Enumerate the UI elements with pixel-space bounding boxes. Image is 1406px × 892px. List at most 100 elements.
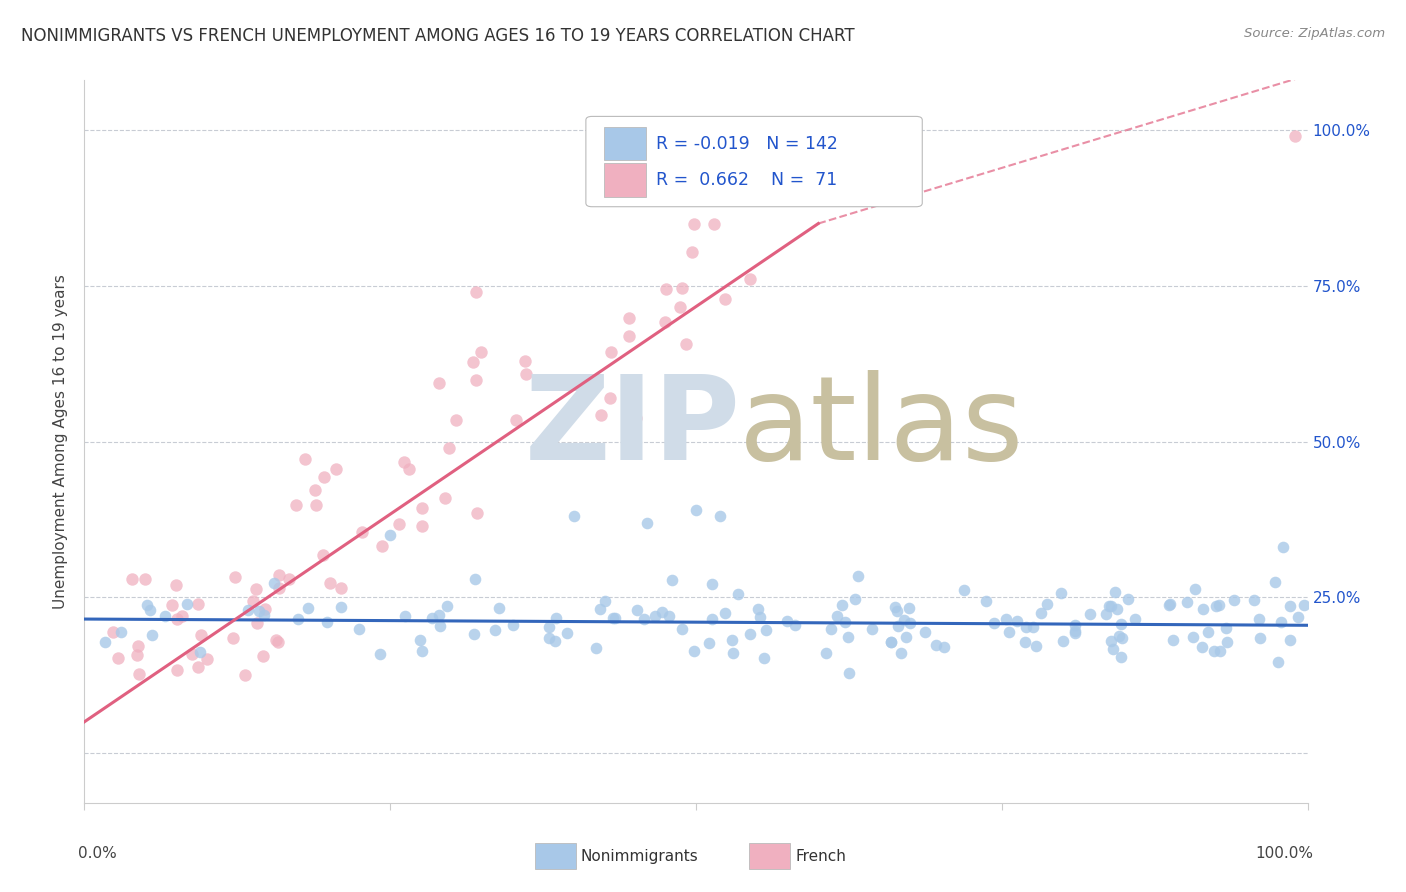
- Point: [617, 310, 640, 325]
- Point: [304, 483, 326, 497]
- Point: [245, 582, 267, 597]
- Point: [886, 604, 908, 618]
- Point: [880, 634, 903, 648]
- Point: [658, 609, 681, 624]
- Point: [1014, 635, 1036, 649]
- Point: [983, 615, 1005, 630]
- Point: [444, 413, 467, 427]
- Point: [188, 645, 211, 659]
- Point: [860, 622, 883, 636]
- Point: [181, 647, 204, 661]
- Point: [394, 609, 416, 624]
- Point: [253, 608, 276, 623]
- Point: [748, 609, 770, 624]
- Text: R =  0.662    N =  71: R = 0.662 N = 71: [655, 171, 837, 189]
- Point: [433, 491, 456, 506]
- Point: [125, 648, 148, 663]
- Point: [685, 503, 707, 517]
- Point: [721, 646, 744, 660]
- Point: [589, 409, 612, 423]
- Point: [974, 594, 997, 608]
- Point: [998, 625, 1021, 640]
- Point: [1104, 585, 1126, 599]
- Point: [709, 509, 731, 524]
- Point: [1192, 602, 1215, 616]
- Point: [683, 644, 706, 658]
- Point: [1031, 606, 1053, 620]
- Point: [502, 618, 524, 632]
- Point: [700, 612, 723, 626]
- Point: [651, 605, 673, 619]
- Point: [166, 612, 188, 626]
- Point: [887, 619, 910, 633]
- Point: [107, 651, 129, 665]
- Point: [392, 455, 415, 469]
- Point: [1249, 612, 1271, 626]
- Point: [254, 601, 277, 615]
- Point: [314, 470, 336, 484]
- Point: [263, 575, 285, 590]
- Point: [894, 630, 917, 644]
- Point: [776, 614, 799, 628]
- Point: [427, 376, 450, 391]
- Point: [599, 345, 621, 359]
- Point: [513, 353, 536, 368]
- Text: atlas: atlas: [738, 369, 1024, 484]
- Point: [380, 528, 402, 542]
- Point: [1005, 614, 1028, 628]
- Point: [1278, 599, 1301, 613]
- Point: [160, 598, 183, 612]
- Point: [1095, 607, 1118, 621]
- Point: [305, 498, 328, 512]
- Point: [585, 641, 607, 656]
- Point: [278, 572, 301, 586]
- Point: [1078, 607, 1101, 622]
- Point: [411, 501, 433, 516]
- Point: [329, 581, 352, 595]
- Point: [465, 507, 488, 521]
- Point: [624, 411, 647, 425]
- Point: [94, 635, 117, 649]
- Point: [555, 626, 578, 640]
- Point: [880, 635, 903, 649]
- FancyBboxPatch shape: [748, 843, 790, 870]
- Point: [246, 615, 269, 630]
- Point: [562, 509, 585, 524]
- Point: [537, 632, 560, 646]
- Point: [603, 611, 626, 625]
- Point: [727, 587, 749, 601]
- Point: [644, 608, 666, 623]
- Point: [1098, 599, 1121, 614]
- Point: [1270, 615, 1292, 629]
- Point: [252, 648, 274, 663]
- Point: [925, 638, 948, 652]
- Point: [654, 315, 676, 329]
- Point: [713, 292, 735, 306]
- Point: [1197, 625, 1219, 640]
- Point: [1182, 630, 1205, 644]
- Point: [626, 602, 648, 616]
- Point: [170, 609, 193, 624]
- Point: [820, 623, 842, 637]
- Point: [411, 518, 433, 533]
- Point: [267, 635, 290, 649]
- Point: [264, 632, 287, 647]
- Point: [1052, 634, 1074, 648]
- Point: [187, 597, 209, 611]
- Point: [319, 576, 342, 591]
- Point: [619, 329, 641, 343]
- Point: [661, 574, 683, 588]
- Point: [1205, 599, 1227, 613]
- Point: [1021, 620, 1043, 634]
- Point: [713, 606, 735, 620]
- Point: [1109, 616, 1132, 631]
- Text: 100.0%: 100.0%: [1256, 847, 1313, 861]
- Point: [1191, 640, 1213, 654]
- Point: [900, 615, 922, 630]
- Point: [1116, 591, 1139, 606]
- Point: [464, 285, 486, 299]
- Point: [837, 630, 859, 644]
- Point: [1064, 624, 1087, 638]
- Point: [1216, 635, 1239, 649]
- Point: [1159, 598, 1181, 612]
